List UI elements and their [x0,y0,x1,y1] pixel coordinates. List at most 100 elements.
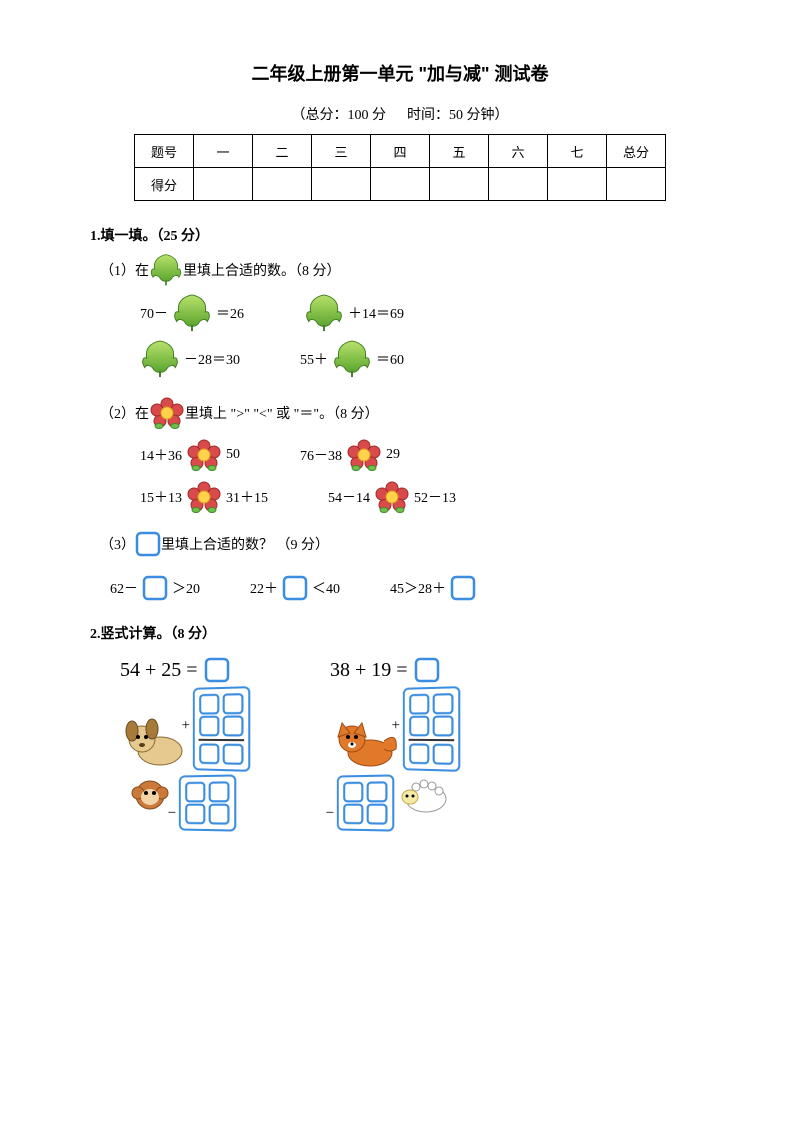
grid-cell[interactable] [208,803,230,825]
grid-cell[interactable] [366,781,388,803]
grid-cell[interactable] [222,692,244,715]
grid-cell[interactable] [432,692,454,715]
grid-cell[interactable] [409,715,430,737]
box-icon[interactable] [414,657,440,683]
q1-sub1: （1）在 里填上合适的数。（8 分） [100,253,710,287]
cmp-left: 76－38 [300,445,342,465]
vert-row: 54 + 25 = + 38 + 19 = [120,657,710,771]
col-head: 四 [371,135,430,168]
leaf-icon[interactable] [332,339,372,379]
score-cell[interactable] [312,168,371,201]
eq-text: 70－ [140,303,168,323]
op-minus: − [168,805,177,823]
eq-item: 55＋ ＝60 [300,339,404,379]
box-item: 62－ ＞20 [110,575,200,601]
q1-head: 1.填一填。（25 分） [90,225,710,245]
score-cell[interactable] [253,168,312,201]
box-right: ＞20 [172,578,200,598]
fox-icon [330,701,400,771]
cmp-left: 54－14 [328,487,370,507]
cmp-item: 76－38 29 [300,437,400,473]
box-item: 22＋ ＜40 [250,575,340,601]
box-row: 62－ ＞20 22＋ ＜40 45＞28＋ [110,575,710,601]
grid-cell[interactable] [343,781,364,803]
sub3-suffix: 里填上合适的数？ （9 分） [161,534,329,554]
cmp-item: 15＋13 31＋15 [140,479,268,515]
eq-item: 70－ ＝26 [140,293,244,333]
box-item: 45＞28＋ [390,575,476,601]
col-head: 五 [430,135,489,168]
eq-item: ＋14＝69 [304,293,404,333]
vert-eq: 38 + 19 = [330,657,460,683]
subtitle-total: （总分：100 分 [292,108,387,123]
grid-cell[interactable] [199,693,220,715]
vert-block: 38 + 19 = + [330,657,460,771]
q1-sub3: （3） 里填上合适的数？ （9 分） [100,531,710,557]
score-cell[interactable] [430,168,489,201]
box-icon [135,531,161,557]
vert-eq: 54 + 25 = [120,657,250,683]
score-cell[interactable] [489,168,548,201]
score-cell[interactable] [194,168,253,201]
grid-cell[interactable] [222,715,244,737]
box-icon[interactable] [450,575,476,601]
box-icon[interactable] [142,575,168,601]
cmp-left: 15＋13 [140,487,182,507]
leaf-icon [149,253,183,287]
col-head: 七 [548,135,607,168]
table-row: 题号 一 二 三 四 五 六 七 总分 [135,135,666,168]
eq-text: ＋14＝69 [348,303,404,323]
score-table: 题号 一 二 三 四 五 六 七 总分 得分 [134,134,666,201]
grid-cell[interactable] [199,743,220,765]
sub2-suffix: 里填上 ">" "<" 或 "＝"。（8 分） [185,403,379,423]
grid-cell[interactable] [185,803,206,825]
grid-cell[interactable] [366,803,388,825]
grid-cell[interactable] [409,743,430,765]
eq-expr: 54 + 25 = [120,659,198,682]
flower-icon[interactable] [186,437,222,473]
box-left: 62－ [110,578,138,598]
grid-cell[interactable] [199,715,220,737]
eq-text: －28＝30 [184,349,240,369]
grid-cell[interactable] [343,803,364,825]
cmp-left: 14＋36 [140,445,182,465]
flower-icon [149,395,185,431]
vert-block: 54 + 25 = + [120,657,250,771]
eq-row: 70－ ＝26 ＋14＝69 [140,293,710,333]
sub3-prefix: （3） [100,534,135,554]
flower-icon[interactable] [374,479,410,515]
table-row: 得分 [135,168,666,201]
grid-cell[interactable] [208,781,230,803]
box-icon[interactable] [204,657,230,683]
score-cell[interactable] [548,168,607,201]
grid-cell[interactable] [432,743,454,766]
eq-expr: 38 + 19 = [330,659,408,682]
sub1-suffix: 里填上合适的数。（8 分） [183,260,341,280]
cmp-row: 15＋13 31＋15 54－14 52－13 [140,479,710,515]
score-cell[interactable] [371,168,430,201]
q2-head: 2.竖式计算。（8 分） [90,623,710,643]
bottom-row: − − [130,775,710,831]
leaf-icon[interactable] [172,293,212,333]
leaf-icon[interactable] [140,339,180,379]
subtitle: （总分：100 分 时间：50 分钟） [90,104,710,124]
row-label: 题号 [135,135,194,168]
score-cell[interactable] [607,168,666,201]
leaf-icon[interactable] [304,293,344,333]
grid-cell[interactable] [185,781,206,803]
flower-icon[interactable] [186,479,222,515]
grid-cell[interactable] [409,693,430,715]
grid-cell[interactable] [222,743,244,766]
op-plus: + [392,717,401,735]
eq-text: 55＋ [300,349,328,369]
subtitle-time: 时间：50 分钟） [407,108,509,123]
eq-text: ＝60 [376,349,404,369]
box-right: ＜40 [312,578,340,598]
flower-icon[interactable] [346,437,382,473]
dog-icon [120,701,190,771]
cmp-right: 31＋15 [226,487,268,507]
grid-cell[interactable] [432,715,454,737]
q1-sub2: （2）在 里填上 ">" "<" 或 "＝"。（8 分） [100,395,710,431]
box-icon[interactable] [282,575,308,601]
col-head: 三 [312,135,371,168]
